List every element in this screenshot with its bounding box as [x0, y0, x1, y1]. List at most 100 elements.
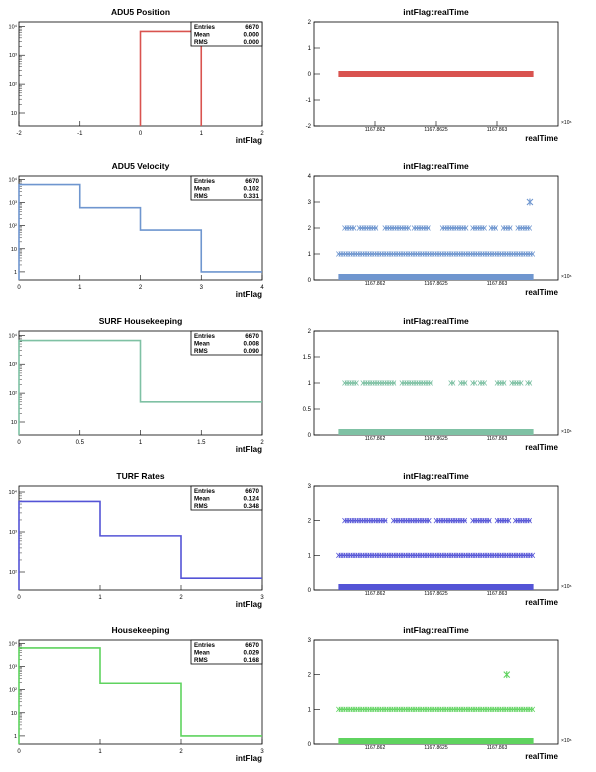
- x-tick-label: 2: [179, 749, 183, 755]
- x-axis-label: realTime: [525, 443, 558, 452]
- stats-value: 0.168: [244, 657, 260, 664]
- stats-label: RMS: [194, 657, 208, 664]
- scatter-title: intFlag:realTime: [403, 625, 469, 635]
- y-tick-label: 4: [308, 174, 312, 180]
- y-tick-label: 1: [308, 707, 312, 713]
- scatter-marker-row: [342, 225, 533, 231]
- scatter-point: [506, 517, 512, 524]
- stats-label: RMS: [194, 193, 208, 200]
- stats-label: Mean: [194, 341, 210, 348]
- scatter-1: intFlag:realTime -2 -1 0 1 2 1167.862 1167.8625…: [306, 7, 572, 143]
- y-tick-label: -1: [306, 98, 312, 104]
- stats-label: Entries: [194, 178, 216, 185]
- scatter-marker-row: [336, 251, 536, 257]
- x-exponent: ×10⁶: [561, 584, 572, 590]
- y-tick-label: 1: [308, 381, 312, 387]
- histogram-2: ADU5 Velocity 0 1 2 3 4 1 10 10² 10³ 10⁴ intFlag Ent…: [9, 161, 265, 299]
- stats-label: Mean: [194, 650, 210, 657]
- scatter-2: intFlag:realTime 0 1 2 3 4 1167.862 1167.8625 11…: [308, 161, 572, 297]
- y-tick-label: 10³: [9, 665, 17, 671]
- x-tick-label: 1167.863: [487, 436, 508, 442]
- y-tick-label: 2: [308, 20, 312, 26]
- x-axis-label: intFlag: [236, 600, 262, 609]
- x-axis-label: realTime: [525, 752, 558, 761]
- histogram-title: SURF Housekeeping: [99, 316, 183, 326]
- x-tick-label: 4: [260, 285, 264, 291]
- scatter-band: [338, 429, 534, 435]
- x-exponent: ×10⁶: [561, 429, 572, 435]
- scatter-point: [382, 517, 388, 524]
- y-tick-label: 1: [308, 252, 312, 258]
- x-tick-label: 1: [200, 131, 204, 137]
- scatter-title: intFlag:realTime: [403, 7, 469, 17]
- scatter-point: [526, 198, 534, 206]
- x-exponent: ×10⁶: [561, 738, 572, 744]
- x-tick-label: 1: [139, 440, 143, 446]
- scatter-point: [527, 380, 533, 386]
- x-tick-label: 1: [78, 285, 82, 291]
- y-tick-label: 1.5: [303, 355, 312, 361]
- stats-value: 0.000: [244, 39, 260, 46]
- stats-value: 6670: [245, 333, 259, 340]
- x-axis-label: realTime: [525, 598, 558, 607]
- y-tick-label: 10³: [9, 53, 17, 59]
- histogram-5: Housekeeping 0 1 2 3 1 10 10² 10³ 10⁴ intFlag Entri…: [9, 625, 265, 763]
- stats-value: 0.029: [244, 650, 260, 657]
- stats-label: Mean: [194, 186, 210, 193]
- y-tick-label: 2: [308, 673, 312, 679]
- histogram-1: ADU5 Position -2 -1 0 1 2 10 10² 10³ 10⁴ intFlag En…: [9, 7, 265, 145]
- y-tick-label: 10³: [9, 362, 17, 368]
- stats-label: RMS: [194, 348, 208, 355]
- y-tick-label: 10²: [9, 570, 17, 576]
- scatter-5: intFlag:realTime 0 1 2 3 1167.862 1167.8625 116…: [308, 625, 572, 761]
- scatter-point: [493, 225, 499, 231]
- scatter-point: [428, 380, 433, 386]
- scatter-marker-row: [342, 380, 533, 386]
- panel-row-1: ADU5 Position-2 -1 0 1 21010²10³10⁴intFlagEn…: [9, 7, 572, 145]
- scatter-point: [482, 380, 488, 386]
- panel-row-4: TURF Rates 0 1 2 3 10² 10³ 10⁴ intFlag Entries 667…: [9, 471, 572, 609]
- x-tick-label: 1: [98, 749, 102, 755]
- scatter-point: [487, 517, 492, 524]
- y-tick-label: 10⁴: [9, 640, 18, 647]
- stats-label: RMS: [194, 503, 208, 510]
- y-tick-label: 3: [308, 200, 312, 206]
- x-tick-label: 1: [98, 595, 102, 601]
- stats-label: Entries: [194, 642, 216, 649]
- x-tick-label: 3: [260, 749, 264, 755]
- scatter-band: [338, 738, 534, 744]
- x-axis-label: intFlag: [236, 290, 262, 299]
- stats-value: 6670: [245, 642, 259, 649]
- x-tick-label: 1167.863: [487, 591, 508, 597]
- scatter-marker-row: [336, 706, 536, 713]
- stats-value: 0.331: [244, 193, 260, 200]
- stats-box: Entries 6670 Mean 0.102 RMS 0.331: [190, 175, 263, 201]
- y-tick-label: 10²: [9, 688, 17, 694]
- scatter-3: intFlag:realTime 0 0.5 1 1.5 2 1167.862 1167.86…: [303, 316, 572, 452]
- scatter-marker-row: [336, 552, 536, 559]
- y-tick-label: 10: [11, 711, 17, 717]
- x-axis-label: realTime: [525, 288, 558, 297]
- histogram-line: [18, 339, 262, 435]
- y-tick-label: 0: [308, 588, 312, 594]
- y-tick-label: 0: [308, 278, 312, 284]
- x-tick-label: -2: [16, 131, 22, 137]
- y-tick-label: 10: [11, 111, 17, 117]
- scatter-point: [354, 380, 359, 386]
- x-tick-label: 0.5: [76, 440, 85, 446]
- y-tick-label: 1: [14, 270, 17, 276]
- scatter-4: intFlag:realTime 0 1 2 3 1167.862 1167.8625 116…: [308, 471, 572, 607]
- y-tick-label: 1: [308, 46, 312, 52]
- stats-box-frame: [190, 175, 263, 201]
- y-tick-label: 2: [308, 329, 312, 335]
- histogram-line: [18, 647, 262, 744]
- x-tick-label: 1167.862: [365, 591, 386, 597]
- plot-frame: [313, 639, 559, 745]
- x-exponent: ×10⁶: [561, 274, 572, 280]
- x-tick-label: 1167.862: [365, 436, 386, 442]
- scatter-point: [507, 225, 513, 231]
- x-tick-label: 1167.862: [365, 127, 386, 133]
- histogram-line: [18, 183, 262, 280]
- scatter-point: [482, 225, 487, 231]
